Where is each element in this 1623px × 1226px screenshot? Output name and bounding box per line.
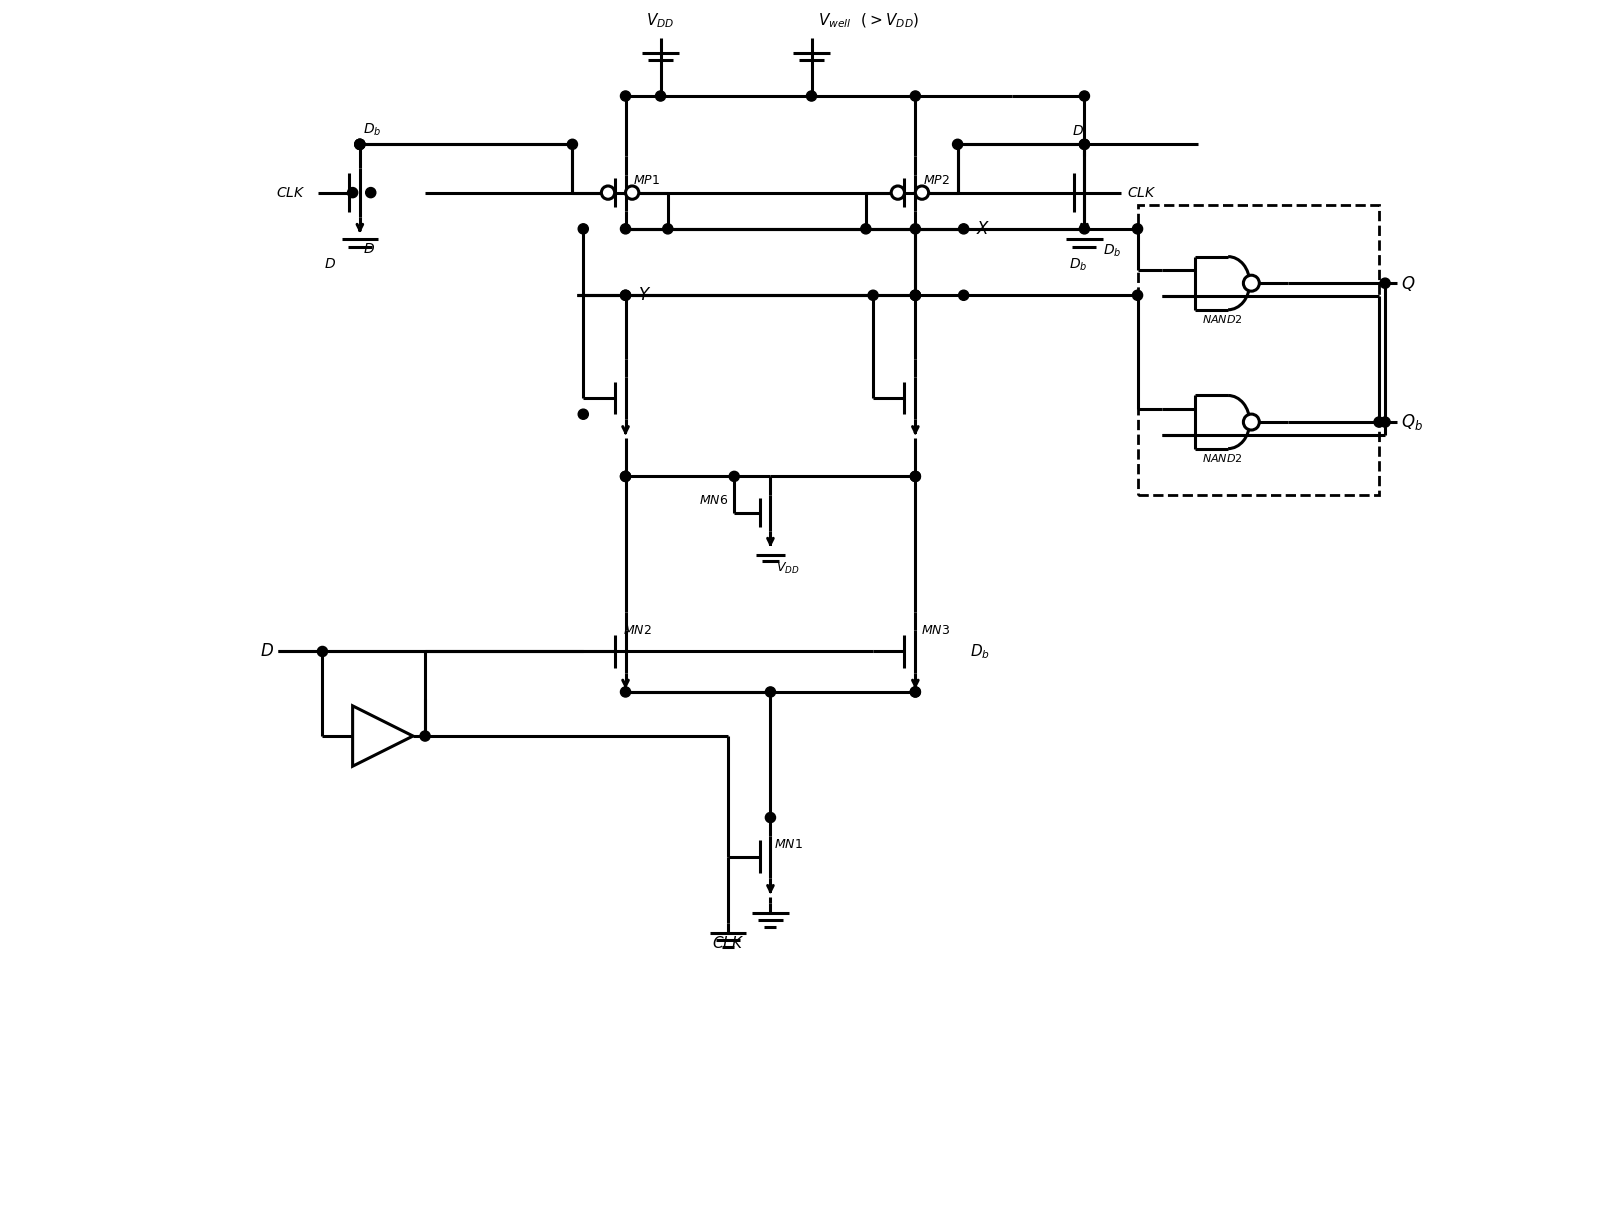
Text: $CLK$: $CLK$: [1126, 185, 1156, 200]
Text: $D$: $D$: [1073, 124, 1084, 139]
Text: $D_b$: $D_b$: [1070, 256, 1087, 273]
Circle shape: [602, 186, 615, 200]
Text: $MN6$: $MN6$: [700, 494, 729, 506]
Text: $D_b$: $D_b$: [969, 642, 990, 661]
Circle shape: [1380, 417, 1391, 427]
Circle shape: [620, 687, 631, 698]
Text: $MN1$: $MN1$: [774, 837, 803, 851]
Circle shape: [1079, 224, 1089, 234]
Circle shape: [355, 140, 365, 150]
Circle shape: [911, 91, 920, 101]
Circle shape: [915, 186, 928, 200]
Circle shape: [766, 813, 776, 823]
Text: $MP1$: $MP1$: [633, 174, 661, 186]
Circle shape: [1243, 275, 1259, 291]
Circle shape: [625, 186, 639, 200]
Circle shape: [911, 291, 920, 300]
Circle shape: [318, 646, 328, 657]
Circle shape: [1133, 224, 1143, 234]
Text: $D_b$: $D_b$: [364, 121, 381, 139]
Circle shape: [911, 224, 920, 234]
Circle shape: [568, 140, 578, 150]
FancyBboxPatch shape: [1138, 205, 1380, 494]
Circle shape: [420, 731, 430, 741]
Circle shape: [365, 188, 377, 197]
Text: $Y$: $Y$: [638, 286, 651, 304]
Text: $NAND2$: $NAND2$: [1201, 452, 1243, 465]
Circle shape: [662, 224, 674, 234]
Circle shape: [807, 91, 816, 101]
Text: $V_{well}$  $(>V_{DD})$: $V_{well}$ $(>V_{DD})$: [818, 11, 919, 29]
Text: $V_{DD}$: $V_{DD}$: [646, 11, 675, 29]
Text: $D$: $D$: [364, 242, 375, 256]
Circle shape: [1243, 414, 1259, 430]
Circle shape: [620, 91, 631, 101]
Circle shape: [1079, 91, 1089, 101]
Text: $MN2$: $MN2$: [623, 624, 652, 638]
Circle shape: [620, 471, 631, 482]
Text: $X$: $X$: [975, 219, 990, 238]
Text: $D$: $D$: [323, 256, 336, 271]
Text: $MN3$: $MN3$: [922, 624, 951, 638]
Circle shape: [860, 224, 872, 234]
Circle shape: [868, 291, 878, 300]
Circle shape: [959, 291, 969, 300]
Circle shape: [1079, 140, 1089, 150]
Circle shape: [347, 188, 357, 197]
Circle shape: [911, 687, 920, 698]
Circle shape: [578, 409, 589, 419]
Circle shape: [959, 224, 969, 234]
Text: $D_b$: $D_b$: [1102, 242, 1121, 259]
Circle shape: [620, 471, 631, 482]
Circle shape: [953, 140, 962, 150]
Circle shape: [1380, 278, 1391, 288]
Circle shape: [911, 471, 920, 482]
Circle shape: [1079, 140, 1089, 150]
Circle shape: [620, 224, 631, 234]
Circle shape: [911, 291, 920, 300]
Circle shape: [355, 140, 365, 150]
Circle shape: [620, 291, 631, 300]
Circle shape: [355, 140, 365, 150]
Text: $CLK$: $CLK$: [712, 935, 745, 951]
Circle shape: [729, 471, 740, 482]
Text: $V_{DD}$: $V_{DD}$: [776, 562, 800, 576]
Text: $Q_b$: $Q_b$: [1401, 412, 1423, 432]
Circle shape: [620, 291, 631, 300]
Circle shape: [1375, 417, 1384, 427]
Text: $Q$: $Q$: [1401, 273, 1415, 293]
Text: $CLK$: $CLK$: [276, 185, 305, 200]
Circle shape: [1133, 291, 1143, 300]
Circle shape: [911, 687, 920, 698]
Circle shape: [578, 224, 589, 234]
Text: $MP2$: $MP2$: [922, 174, 949, 186]
Circle shape: [656, 91, 665, 101]
Text: $D$: $D$: [260, 642, 274, 661]
Circle shape: [911, 471, 920, 482]
Text: $NAND2$: $NAND2$: [1201, 314, 1243, 325]
Circle shape: [891, 186, 904, 200]
Circle shape: [766, 687, 776, 698]
Circle shape: [911, 291, 920, 300]
